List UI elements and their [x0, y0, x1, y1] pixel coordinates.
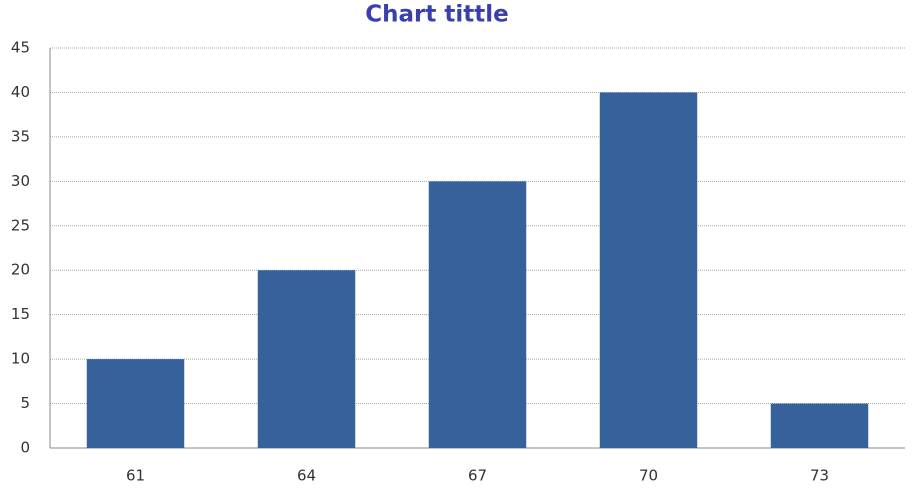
y-tick-label: 20 [11, 261, 30, 279]
y-tick-label: 0 [20, 439, 30, 457]
y-tick-label: 40 [11, 83, 30, 101]
chart-title: Chart tittle [365, 2, 508, 28]
bar [428, 181, 527, 449]
bar [599, 92, 698, 448]
y-tick-label: 30 [11, 172, 30, 190]
y-tick-label: 45 [11, 39, 30, 57]
y-tick-label: 10 [11, 350, 30, 368]
x-tick-label: 70 [639, 467, 658, 485]
y-tick-label: 5 [20, 394, 30, 412]
y-tick-label: 15 [11, 305, 30, 323]
y-tick-label: 35 [11, 127, 30, 145]
x-tick-label: 61 [126, 467, 145, 485]
x-tick-label: 73 [810, 467, 829, 485]
bar [770, 403, 869, 448]
x-tick-label: 67 [468, 467, 487, 485]
bar [257, 270, 356, 448]
bar [86, 359, 185, 448]
y-tick-label: 25 [11, 216, 30, 234]
x-tick-label: 64 [297, 467, 316, 485]
